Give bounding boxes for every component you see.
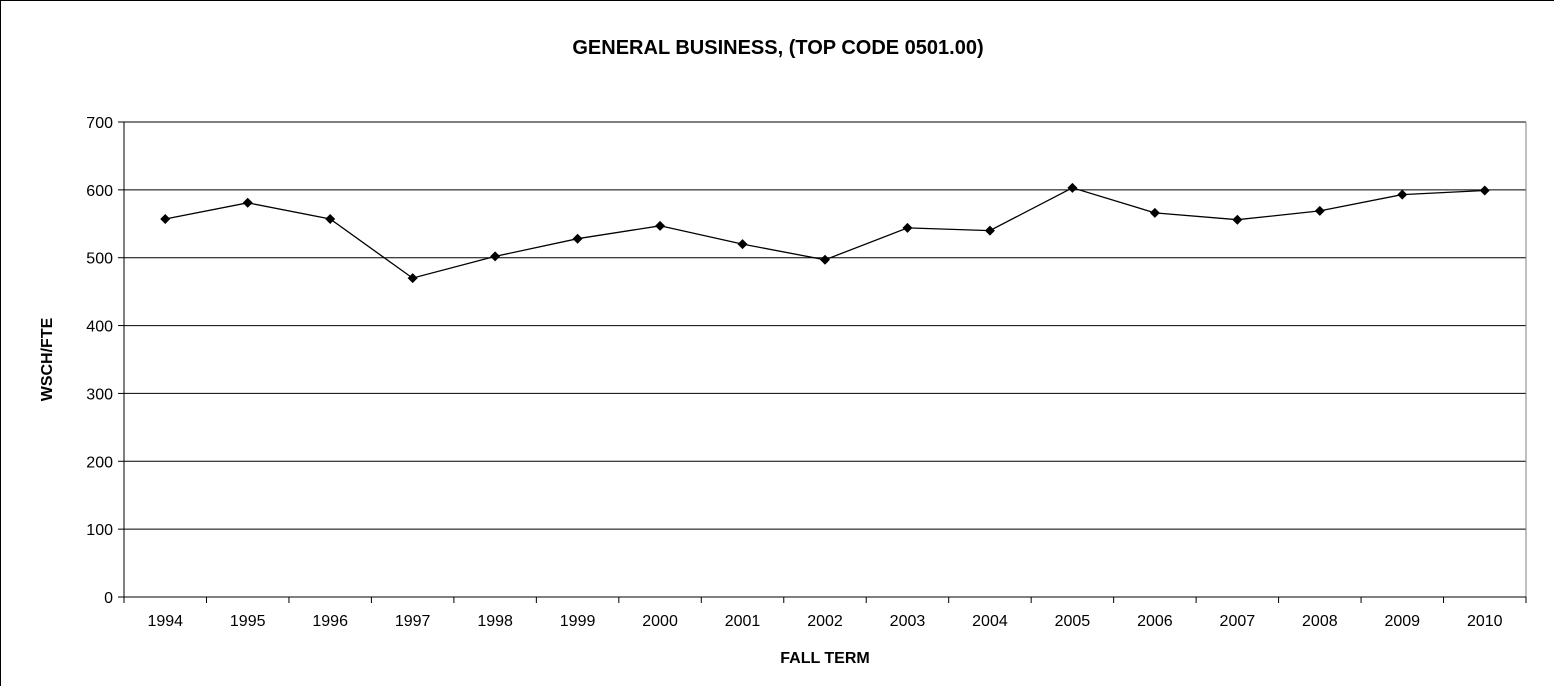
data-point-2006 (1149, 207, 1160, 218)
data-point-1996 (325, 214, 336, 225)
x-tick-label-1999: 1999 (560, 613, 596, 630)
x-tick-label-2003: 2003 (890, 613, 926, 630)
data-point-2005 (1067, 182, 1078, 193)
data-point-1997 (407, 273, 418, 284)
y-tick-labels: 0 100 200 300 400 500 600 700 (86, 115, 113, 607)
x-tick-label-1996: 1996 (312, 613, 348, 630)
x-tick-label-2006: 2006 (1137, 613, 1173, 630)
y-tick-label-0: 0 (104, 590, 113, 607)
data-point-2002 (820, 254, 830, 265)
x-tick-label-1994: 1994 (147, 613, 183, 630)
x-tick-label-1998: 1998 (477, 613, 513, 630)
x-tick-label-2007: 2007 (1220, 613, 1256, 630)
data-point-2008 (1314, 205, 1325, 216)
y-axis-title: WSCH/FTE (39, 317, 56, 401)
data-point-2001 (737, 239, 748, 250)
x-tick-label-2000: 2000 (642, 613, 678, 630)
y-tick-label-600: 600 (86, 183, 113, 200)
axes (118, 121, 1527, 603)
x-tick-label-1997: 1997 (395, 613, 431, 630)
data-point-1998 (490, 251, 501, 262)
y-tick-label-300: 300 (86, 386, 113, 403)
data-point-1994 (160, 214, 171, 225)
data-point-2003 (902, 222, 913, 233)
y-tick-label-100: 100 (86, 522, 113, 539)
data-point-2004 (984, 225, 995, 236)
data-point-1995 (242, 197, 253, 208)
x-tick-labels: 1994 1995 1996 1997 1998 1999 2000 2001 2002 2003… (147, 613, 1502, 630)
x-tick-label-2005: 2005 (1055, 613, 1091, 630)
gridlines (124, 121, 1526, 530)
series-line-group (160, 182, 1490, 284)
x-tick-label-2008: 2008 (1302, 613, 1338, 630)
data-point-2009 (1397, 189, 1408, 200)
chart-title: GENERAL BUSINESS, (TOP CODE 0501.00) (572, 37, 984, 59)
x-tick-label-2010: 2010 (1467, 613, 1503, 630)
y-tick-label-500: 500 (86, 251, 113, 268)
x-axis-title: FALL TERM (780, 650, 869, 667)
data-point-2010 (1479, 185, 1490, 196)
data-point-1999 (572, 233, 583, 244)
x-tick-label-2001: 2001 (725, 613, 761, 630)
x-tick-label-2004: 2004 (972, 613, 1008, 630)
x-tick-label-2009: 2009 (1384, 613, 1420, 630)
x-tick-label-1995: 1995 (230, 613, 266, 630)
x-tick-label-2002: 2002 (807, 613, 843, 630)
y-tick-label-400: 400 (86, 319, 113, 336)
y-tick-label-200: 200 (86, 454, 113, 471)
y-tick-label-700: 700 (86, 115, 113, 132)
data-point-2000 (655, 220, 666, 231)
data-point-2007 (1232, 214, 1243, 225)
